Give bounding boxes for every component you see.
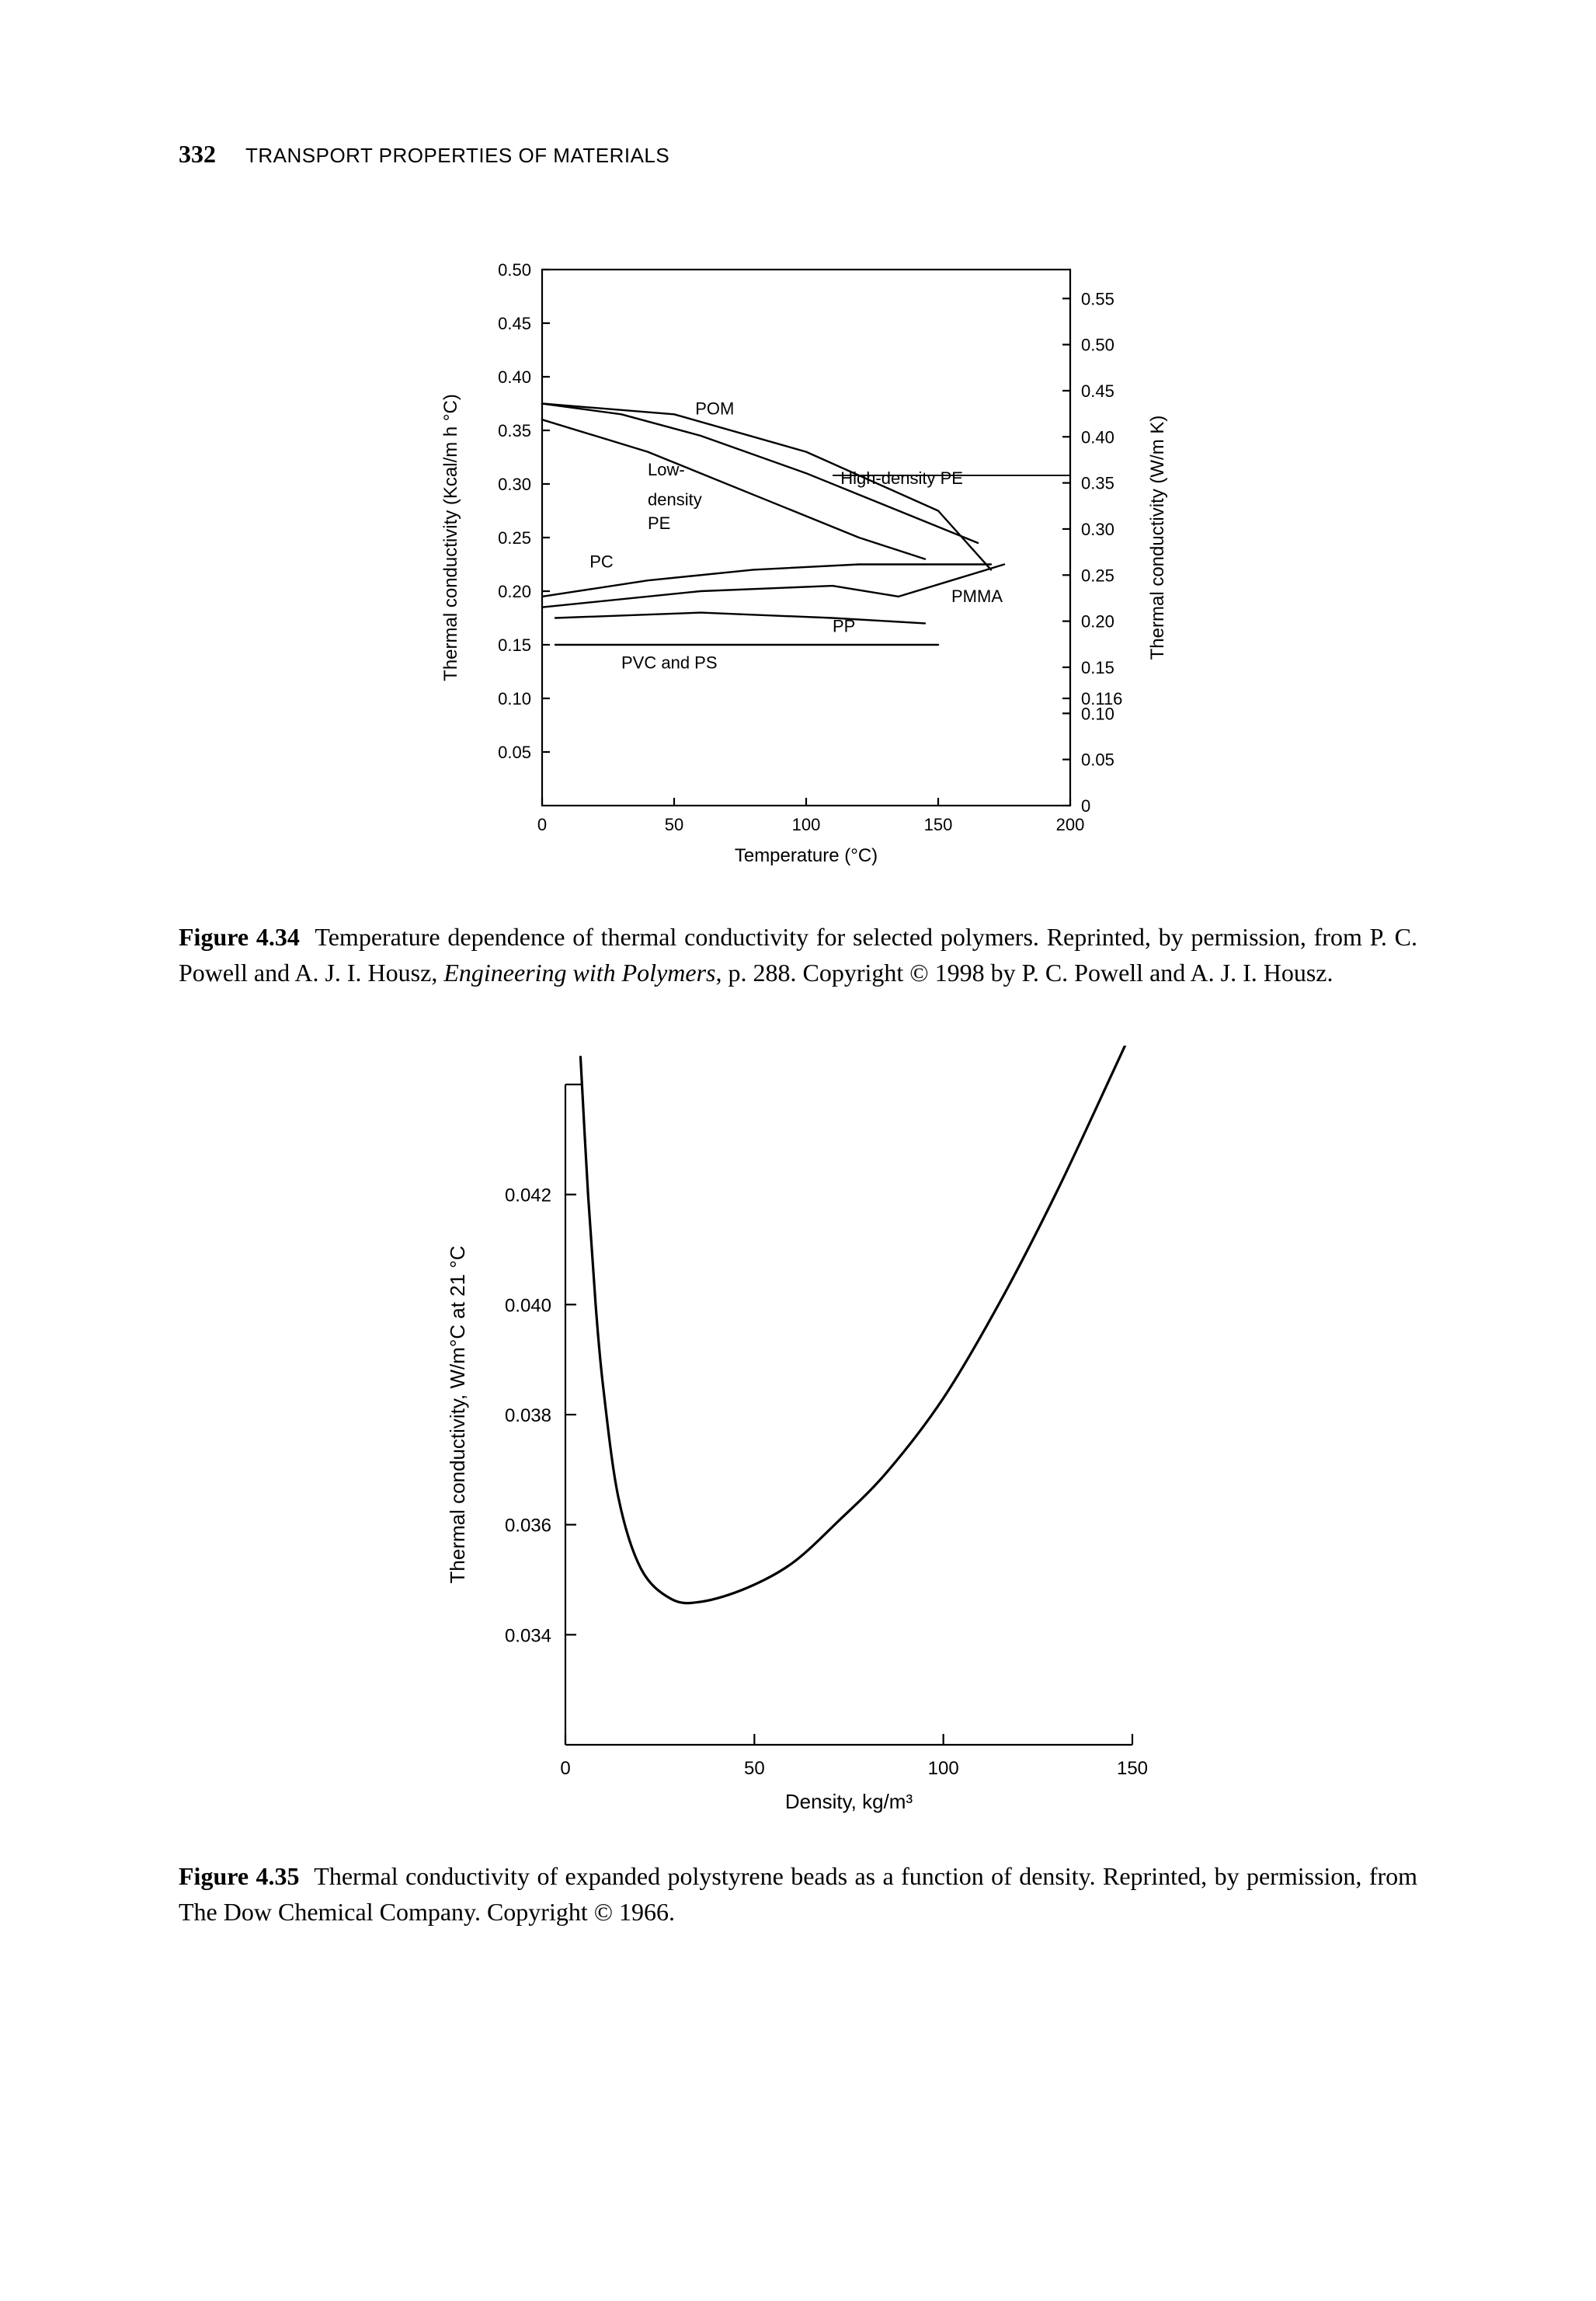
caption-body: Thermal conductivity of expanded polysty…	[179, 1862, 1417, 1926]
svg-text:0: 0	[1081, 796, 1090, 816]
svg-text:0.45: 0.45	[498, 314, 531, 333]
figure-4-35: 0.034 0.036 0.038 0.040 0.042 0 50 100 150 Densit…	[179, 1046, 1417, 1930]
svg-text:0.10: 0.10	[498, 689, 531, 708]
svg-text:POM: POM	[695, 399, 734, 418]
chart-4-34: 0.05 0.10 0.15 0.20 0.25 0.30 0.35 0.40 0.45 0.50…	[387, 215, 1210, 899]
svg-text:0.038: 0.038	[504, 1405, 551, 1426]
svg-text:50: 50	[664, 815, 683, 834]
running-head: TRANSPORT PROPERTIES OF MATERIALS	[245, 144, 669, 168]
svg-text:0.35: 0.35	[498, 421, 531, 440]
svg-text:Thermal conductivity (Kcal/m h: Thermal conductivity (Kcal/m h °C)	[440, 394, 461, 681]
caption-body-b: , p. 288. Copy­right © 1998 by P. C. Pow…	[715, 959, 1333, 987]
svg-text:0.50: 0.50	[1081, 336, 1114, 355]
svg-text:0.55: 0.55	[1081, 289, 1114, 308]
svg-text:0.45: 0.45	[1081, 381, 1114, 401]
svg-text:0: 0	[537, 815, 546, 834]
svg-text:0.040: 0.040	[504, 1295, 551, 1316]
svg-text:0.40: 0.40	[1081, 427, 1114, 447]
svg-text:0.20: 0.20	[498, 582, 531, 601]
svg-text:0.35: 0.35	[1081, 474, 1114, 493]
caption-italic: Engineering with Polymers	[443, 959, 715, 987]
svg-text:0.30: 0.30	[498, 475, 531, 494]
svg-text:Thermal conductivity (W/m K): Thermal conductivity (W/m K)	[1147, 416, 1168, 660]
svg-text:density: density	[648, 490, 702, 510]
caption-label: Figure 4.34	[179, 923, 300, 951]
svg-text:0.05: 0.05	[498, 743, 531, 762]
figure-4-35-caption: Figure 4.35 Thermal conductivity of expa…	[179, 1858, 1417, 1930]
page: 332 TRANSPORT PROPERTIES OF MATERIALS 0.…	[0, 0, 1596, 2301]
svg-text:Low-: Low-	[648, 460, 685, 479]
chart-4-35: 0.034 0.036 0.038 0.040 0.042 0 50 100 150 Densit…	[387, 1046, 1210, 1838]
caption-label: Figure 4.35	[179, 1862, 299, 1890]
svg-text:0.25: 0.25	[498, 528, 531, 548]
svg-text:Density, kg/m³: Density, kg/m³	[784, 1790, 913, 1813]
svg-text:100: 100	[791, 815, 820, 834]
figure-4-34-caption: Figure 4.34 Temperature dependence of th…	[179, 919, 1417, 991]
svg-text:PE: PE	[648, 513, 670, 533]
svg-text:200: 200	[1055, 815, 1084, 834]
svg-text:0.25: 0.25	[1081, 566, 1114, 585]
svg-text:0.15: 0.15	[1081, 658, 1114, 677]
svg-text:Thermal conductivity, W/m°C at: Thermal conductivity, W/m°C at 21 °C	[446, 1245, 469, 1583]
svg-text:150: 150	[1116, 1758, 1147, 1779]
svg-text:0.20: 0.20	[1081, 612, 1114, 632]
svg-text:High-density PE: High-density PE	[840, 468, 963, 488]
svg-text:0.50: 0.50	[498, 260, 531, 280]
svg-text:0.042: 0.042	[504, 1185, 551, 1206]
svg-text:PC: PC	[589, 552, 614, 572]
svg-text:100: 100	[927, 1758, 958, 1779]
svg-text:Temperature (°C): Temperature (°C)	[734, 845, 877, 866]
svg-text:0.036: 0.036	[504, 1515, 551, 1536]
svg-text:PMMA: PMMA	[951, 587, 1003, 606]
svg-text:0: 0	[560, 1758, 570, 1779]
svg-text:150: 150	[923, 815, 952, 834]
svg-text:0.40: 0.40	[498, 367, 531, 387]
figure-4-34: 0.05 0.10 0.15 0.20 0.25 0.30 0.35 0.40 0.45 0.50…	[179, 215, 1417, 991]
svg-text:0.116: 0.116	[1081, 689, 1122, 708]
svg-text:0.034: 0.034	[504, 1625, 551, 1646]
svg-text:50: 50	[743, 1758, 764, 1779]
svg-text:0.05: 0.05	[1081, 750, 1114, 770]
page-header: 332 TRANSPORT PROPERTIES OF MATERIALS	[179, 140, 1417, 169]
svg-text:0.30: 0.30	[1081, 520, 1114, 539]
svg-text:PVC and PS: PVC and PS	[621, 653, 718, 672]
svg-text:0.15: 0.15	[498, 635, 531, 655]
svg-text:PP: PP	[833, 616, 855, 635]
page-number: 332	[179, 140, 216, 169]
